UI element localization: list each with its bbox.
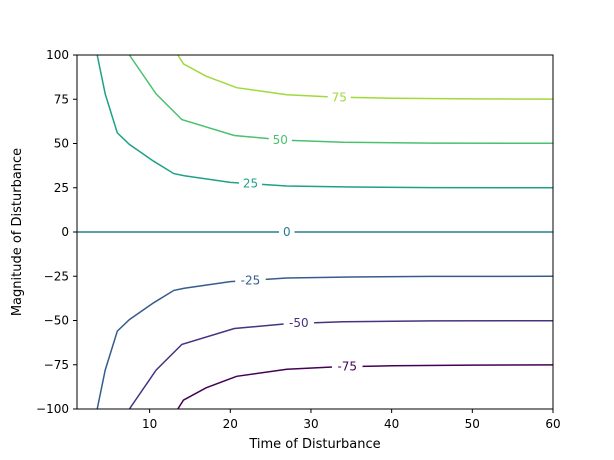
y-axis-ticks: −100 −75 −50 −25 0 25 50 75 100 [36,48,77,416]
contour-line-75 [177,54,554,100]
x-axis-ticks: 10 20 30 40 50 60 [142,409,561,431]
y-tick-label: 25 [54,181,69,195]
contour-label: 50 [273,133,288,147]
contour-label: 75 [332,90,347,104]
contour-label-gap [268,132,292,147]
y-tick-label: 100 [46,48,69,62]
contour-label-gap [283,316,315,331]
contour-label: -50 [289,316,309,330]
y-axis-label: Magnitude of Disturbance [10,148,25,316]
contour-label-gap [238,176,262,191]
contour-line-25 [96,54,554,189]
y-tick-label: −50 [44,314,69,328]
y-tick-label: −75 [44,358,69,372]
contour-label-gap [332,359,363,374]
contour-label: -75 [337,360,357,374]
contour-line-neg75 [177,364,554,410]
x-tick-label: 10 [142,417,157,431]
x-tick-label: 60 [545,417,560,431]
y-tick-label: 50 [54,137,69,151]
y-tick-label: −100 [36,402,69,416]
contour-lines [77,54,554,410]
contour-line-neg50 [128,319,554,410]
x-tick-label: 50 [465,417,480,431]
contour-label: -25 [241,273,261,287]
contour-label: 25 [243,177,258,191]
y-tick-label: −25 [44,269,69,283]
contour-label-gap [235,273,266,288]
contour-label-gap [279,225,295,239]
contour-line-neg25 [96,275,554,410]
contour-label-gap [327,90,351,105]
y-tick-label: 0 [61,225,69,239]
x-axis-label: Time of Disturbance [248,437,380,452]
contour-label: 0 [283,225,291,239]
x-tick-label: 40 [384,417,399,431]
contour-labels: 75 50 25 0 -25 -50 -75 [235,90,363,374]
contour-line-50 [128,54,554,145]
x-tick-label: 20 [223,417,238,431]
x-tick-label: 30 [303,417,318,431]
y-tick-label: 75 [54,92,69,106]
